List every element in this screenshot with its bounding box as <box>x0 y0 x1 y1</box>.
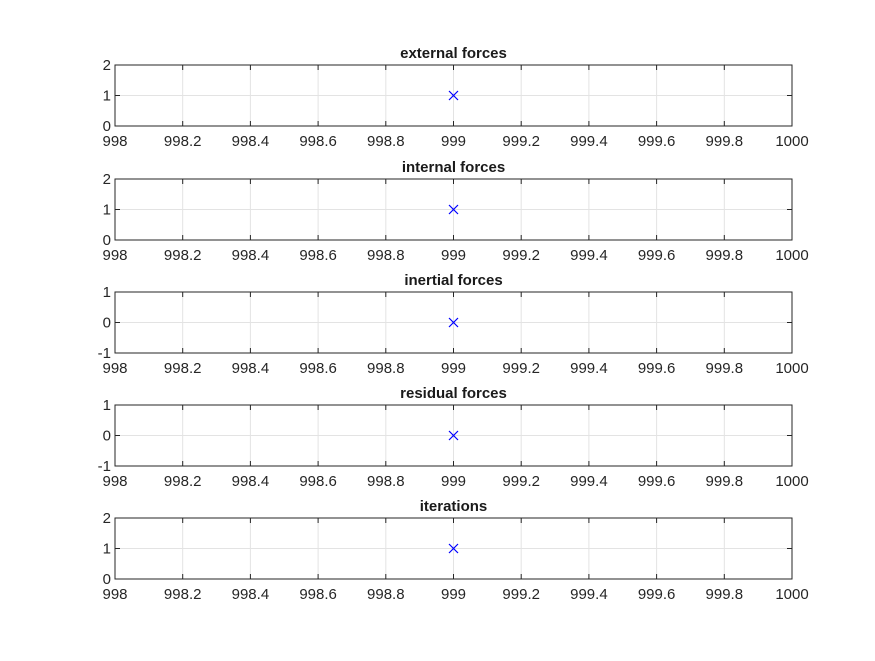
x-tick-label: 999 <box>441 133 466 150</box>
y-tick-label: 0 <box>103 315 111 332</box>
axes-frame <box>114 178 793 241</box>
x-tick-label: 999.4 <box>570 360 608 377</box>
x-tick-label: 1000 <box>775 133 808 150</box>
x-tick-label: 998.2 <box>164 473 202 490</box>
x-tick-label: 998 <box>102 586 127 603</box>
y-tick-label: 0 <box>103 232 111 249</box>
y-tick-label: 1 <box>103 202 111 219</box>
x-tick-label: 999 <box>441 586 466 603</box>
subplot-title: internal forces <box>402 159 505 176</box>
subplot-3: residual forces 998 998.2 998.4 998.6 998.8 99… <box>98 385 809 490</box>
x-tick-label: 999.6 <box>638 360 676 377</box>
x-tick-label: 999.2 <box>502 247 540 264</box>
x-tick-label: 998 <box>102 133 127 150</box>
x-tick-label: 999.6 <box>638 586 676 603</box>
x-tick-label: 998.8 <box>367 360 405 377</box>
x-tick-label: 1000 <box>775 360 808 377</box>
x-tick-label: 999.2 <box>502 586 540 603</box>
x-tick-label: 1000 <box>775 247 808 264</box>
x-tick-label: 999.2 <box>502 360 540 377</box>
x-tick-label: 999.8 <box>706 133 744 150</box>
axes-frame <box>114 517 793 580</box>
y-tick-label: 0 <box>103 118 111 135</box>
x-tick-label: 998.8 <box>367 473 405 490</box>
x-tick-label: 999.6 <box>638 473 676 490</box>
data-point <box>448 430 459 441</box>
x-tick-label: 999.4 <box>570 247 608 264</box>
axes-frame <box>114 291 793 354</box>
x-tick-label: 999.4 <box>570 586 608 603</box>
x-tick-label: 998.6 <box>299 133 337 150</box>
subplot-1: internal forces 998 998.2 998.4 998.6 998.8 99… <box>102 159 808 264</box>
y-tick-label: 1 <box>103 284 111 301</box>
y-tick-label: 1 <box>103 88 111 105</box>
x-tick-label: 999.8 <box>706 586 744 603</box>
x-tick-label: 999.4 <box>570 133 608 150</box>
axes-frame <box>114 64 793 127</box>
axes-frame <box>114 404 793 467</box>
subplot-2: inertial forces 998 998.2 998.4 998.6 998.8 99… <box>98 272 809 377</box>
x-tick-label: 999 <box>441 473 466 490</box>
data-point <box>448 204 459 215</box>
data-point <box>448 317 459 328</box>
y-tick-label: -1 <box>98 458 111 475</box>
data-point <box>448 543 459 554</box>
x-tick-label: 998.6 <box>299 247 337 264</box>
x-tick-label: 998.8 <box>367 133 405 150</box>
x-tick-label: 999.4 <box>570 473 608 490</box>
y-tick-label: 0 <box>103 428 111 445</box>
x-tick-label: 998.6 <box>299 360 337 377</box>
x-tick-label: 999 <box>441 247 466 264</box>
x-tick-label: 998.4 <box>232 586 270 603</box>
subplot-title: inertial forces <box>404 272 502 289</box>
x-tick-label: 999.8 <box>706 473 744 490</box>
data-point <box>448 90 459 101</box>
subplot-title: external forces <box>400 45 507 62</box>
x-tick-label: 999 <box>441 360 466 377</box>
x-tick-label: 999.2 <box>502 473 540 490</box>
x-tick-label: 998 <box>102 247 127 264</box>
x-tick-label: 998.6 <box>299 473 337 490</box>
y-tick-label: 1 <box>103 397 111 414</box>
x-tick-label: 998.2 <box>164 247 202 264</box>
x-tick-label: 999.6 <box>638 133 676 150</box>
x-tick-label: 999.6 <box>638 247 676 264</box>
x-tick-label: 999.8 <box>706 360 744 377</box>
y-tick-label: 0 <box>103 571 111 588</box>
y-tick-label: 2 <box>103 510 111 527</box>
x-tick-label: 998.4 <box>232 473 270 490</box>
x-tick-label: 998.8 <box>367 247 405 264</box>
x-tick-label: 998.4 <box>232 133 270 150</box>
subplot-0: external forces 998 998.2 998.4 998.6 998.8 99… <box>102 45 808 150</box>
y-tick-label: 2 <box>103 171 111 188</box>
x-tick-label: 998.2 <box>164 360 202 377</box>
y-tick-label: -1 <box>98 345 111 362</box>
x-tick-label: 998 <box>102 360 127 377</box>
x-tick-label: 998.4 <box>232 360 270 377</box>
y-tick-label: 2 <box>103 57 111 74</box>
y-tick-label: 1 <box>103 541 111 558</box>
x-tick-label: 999.8 <box>706 247 744 264</box>
x-tick-label: 998.6 <box>299 586 337 603</box>
subplot-4: iterations 998 998.2 998.4 998.6 998.8 999 999.… <box>102 498 808 603</box>
x-tick-label: 998.8 <box>367 586 405 603</box>
x-tick-label: 998.2 <box>164 586 202 603</box>
x-tick-label: 998.2 <box>164 133 202 150</box>
x-tick-label: 999.2 <box>502 133 540 150</box>
x-tick-label: 1000 <box>775 473 808 490</box>
subplot-title: residual forces <box>400 385 507 402</box>
subplot-title: iterations <box>420 498 488 515</box>
x-tick-label: 998 <box>102 473 127 490</box>
x-tick-label: 1000 <box>775 586 808 603</box>
x-tick-label: 998.4 <box>232 247 270 264</box>
